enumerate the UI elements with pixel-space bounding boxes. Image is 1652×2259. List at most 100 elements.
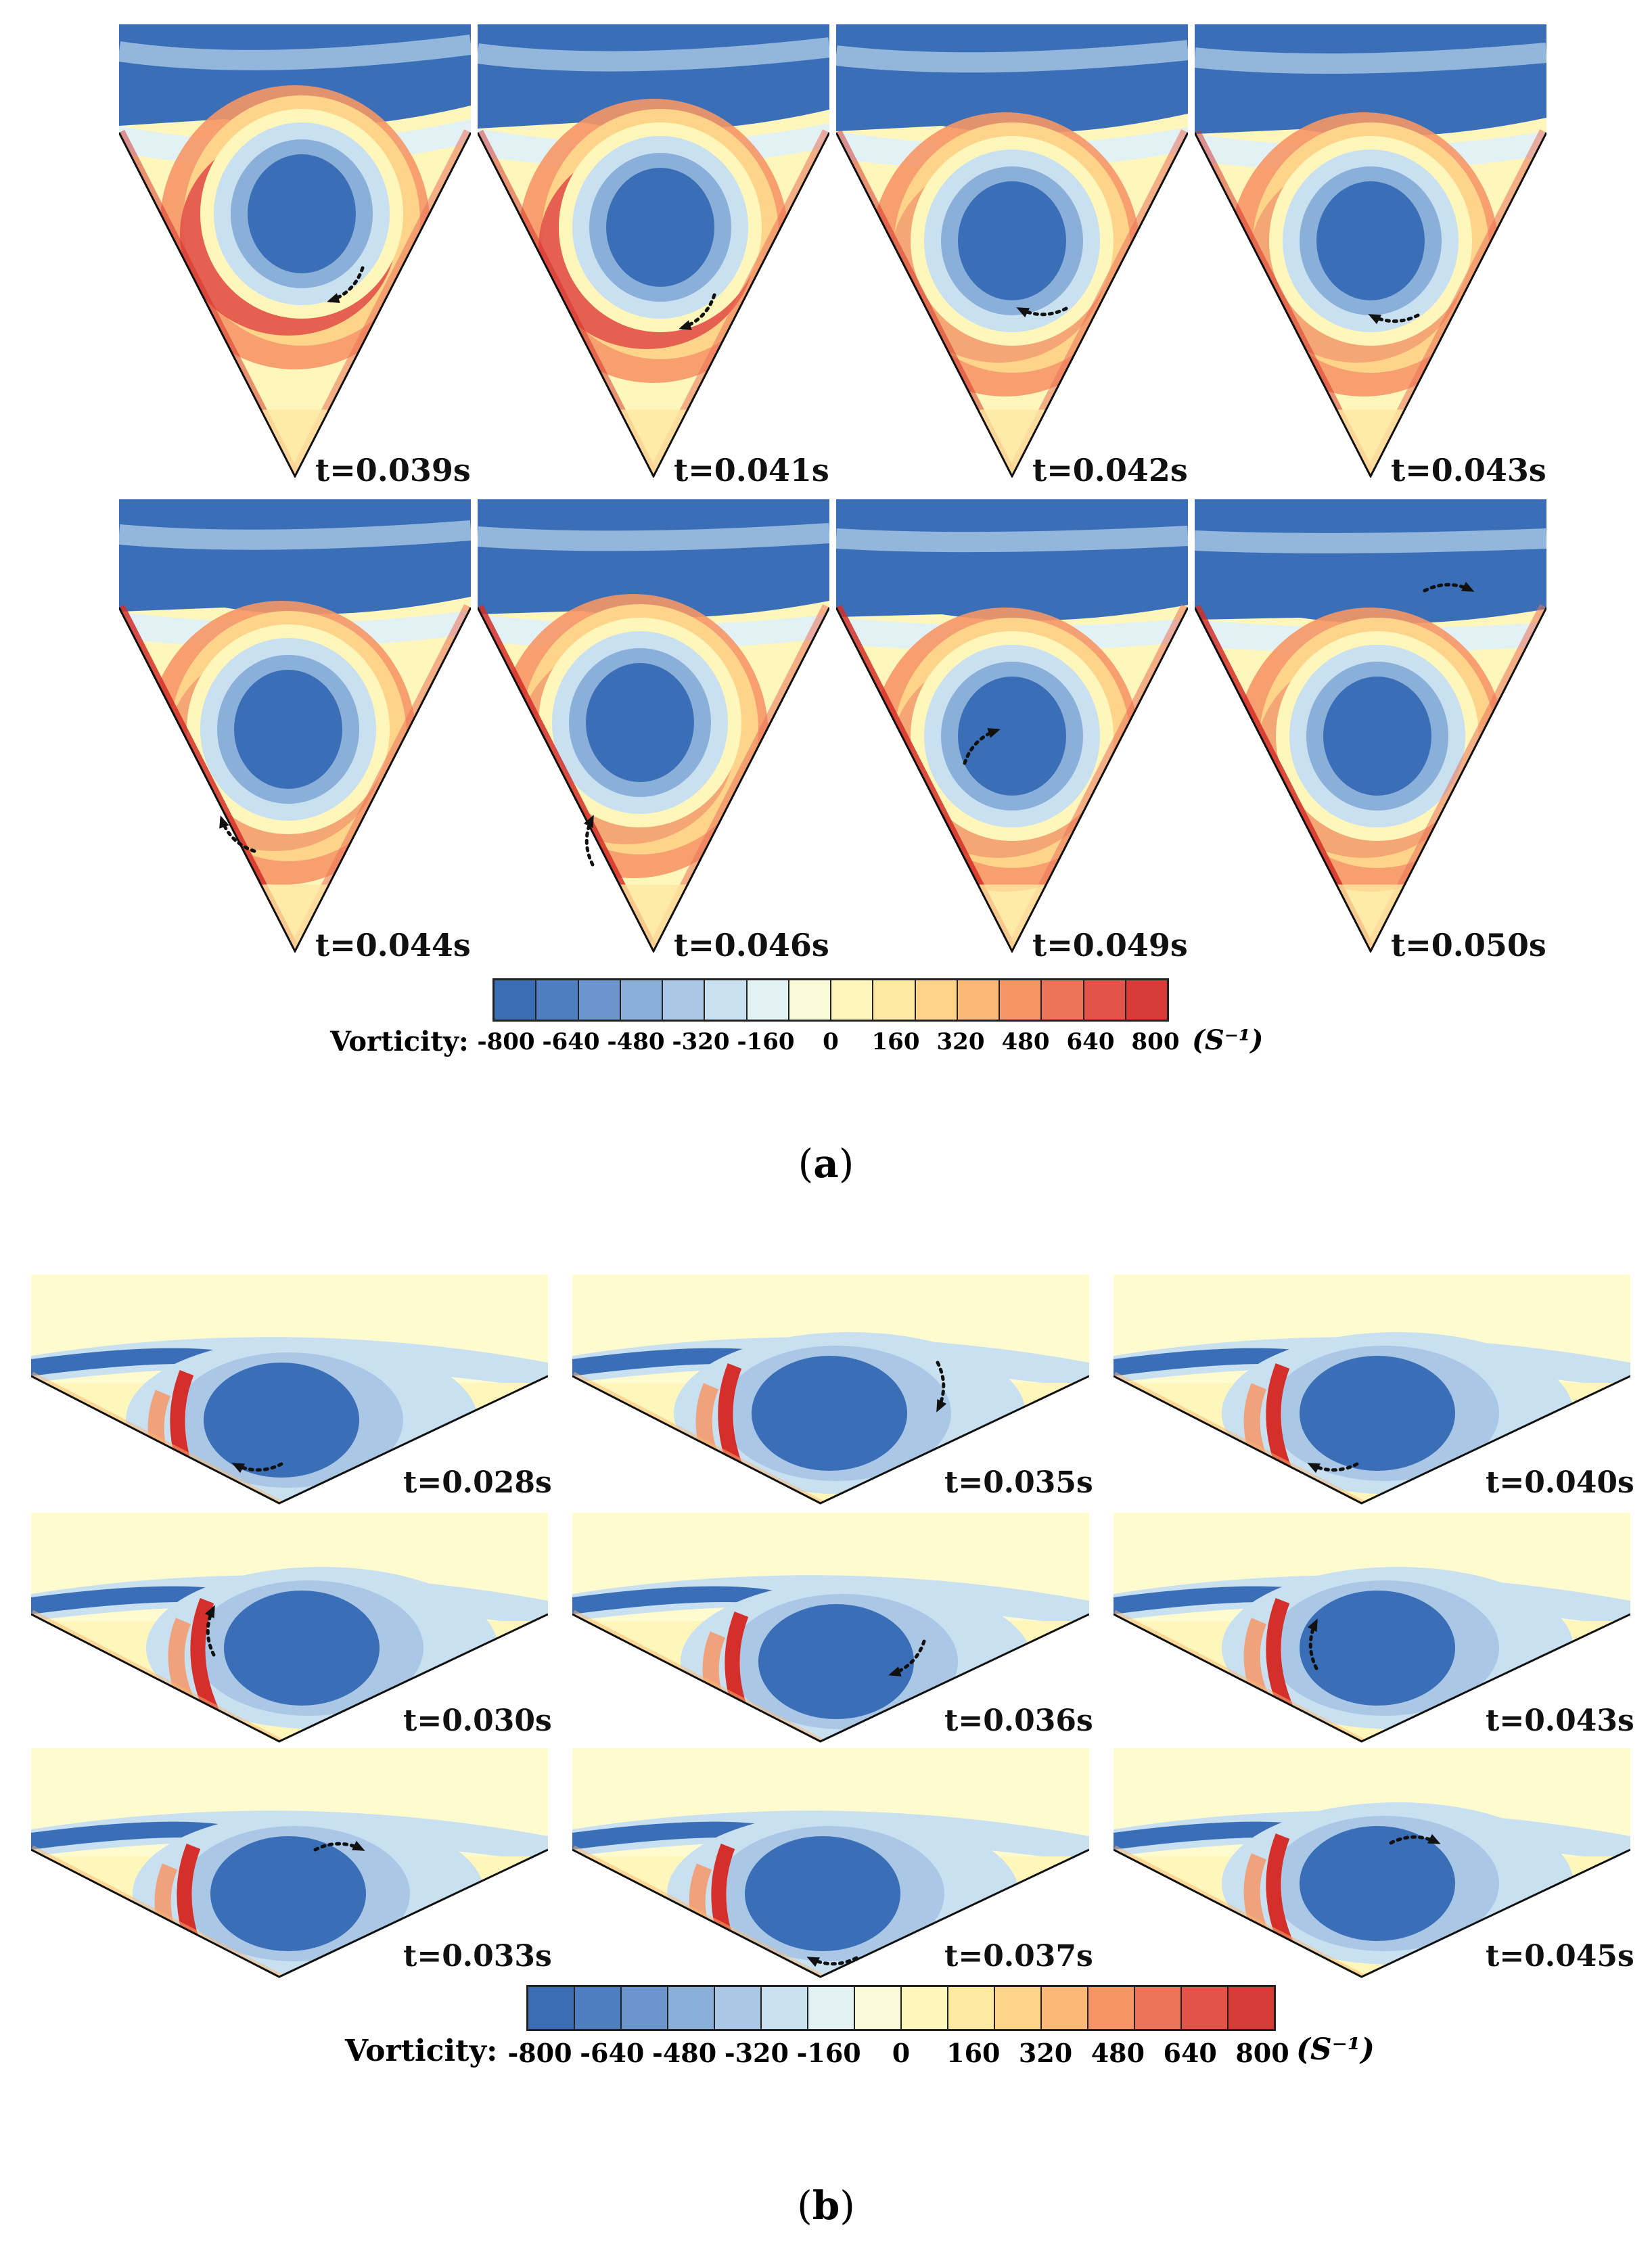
time-label: t=0.042s <box>1032 452 1188 488</box>
vorticity-panel-a2 <box>478 24 829 478</box>
vorticity-panel-a6 <box>478 499 829 953</box>
vorticity-panel-a8 <box>1195 499 1546 953</box>
colorbar-segment <box>663 980 706 1020</box>
flow-arrow-head <box>1016 307 1030 318</box>
flow-arrow-head <box>1307 1463 1321 1474</box>
flow-arrow-head <box>219 815 229 829</box>
time-label: t=0.049s <box>1032 927 1188 963</box>
colorbar-tick-label: -800 <box>507 2038 572 2068</box>
colorbar-segment <box>1084 980 1126 1020</box>
time-label: t=0.040s <box>1486 1465 1634 1500</box>
colorbar-tick-label: 320 <box>936 1028 985 1055</box>
cavity-wall <box>572 1613 1089 1743</box>
cavity-wall <box>1195 132 1546 478</box>
vortex-core <box>958 677 1066 796</box>
vortex-core <box>586 663 694 782</box>
colorbar-tick-label: 640 <box>1066 1028 1115 1055</box>
time-label: t=0.039s <box>315 452 471 488</box>
colorbar-tick-label: 0 <box>823 1028 839 1055</box>
colorbar-segment <box>1229 1987 1274 2029</box>
vorticity-panel-a7 <box>836 499 1188 953</box>
vortex-core <box>248 154 356 273</box>
colorbar-segment <box>902 1987 948 2029</box>
flow-arrow-head <box>679 320 692 330</box>
colorbar-segment <box>495 980 537 1020</box>
colorbar-tick-label: -160 <box>796 2038 861 2068</box>
colorbar-segment <box>1135 1987 1182 2029</box>
colorbar-tick-label: 160 <box>946 2038 1001 2068</box>
colorbar-tick-label: 800 <box>1131 1028 1180 1055</box>
colorbar-segment <box>957 980 1000 1020</box>
colorbar-segment <box>622 1987 668 2029</box>
colorbar-tick-label: 480 <box>1001 1028 1050 1055</box>
vorticity-panel-b6 <box>1114 1513 1630 1743</box>
flow-arrow-head <box>327 293 340 303</box>
colorbar-segment <box>808 1987 855 2029</box>
colorbar-title: Vorticity: <box>345 2034 498 2068</box>
time-label: t=0.037s <box>944 1939 1093 1973</box>
colorbar-segment <box>915 980 958 1020</box>
vorticity-panel-b1 <box>31 1275 548 1505</box>
time-label: t=0.030s <box>403 1704 552 1738</box>
vortex-core <box>204 1363 359 1478</box>
colorbar-scale <box>526 1985 1276 2031</box>
cavity-wall <box>836 132 1188 478</box>
vortex-core <box>758 1604 914 1719</box>
caption-a: (a) <box>798 1141 854 1187</box>
flow-arrow-head <box>936 1399 947 1413</box>
colorbar-segment <box>705 980 748 1020</box>
cavity-wall <box>836 607 1188 953</box>
colorbar-unit: (S⁻¹) <box>1296 2032 1375 2067</box>
flow-arrow-head <box>1368 314 1381 325</box>
colorbar-segment <box>948 1987 995 2029</box>
cavity-wall <box>31 1613 548 1743</box>
time-label: t=0.035s <box>944 1465 1093 1500</box>
vortex-core <box>224 1591 380 1706</box>
flow-arrow-head <box>1307 1618 1318 1632</box>
cavity-wall <box>1114 1848 1630 1978</box>
colorbar-segment <box>620 980 663 1020</box>
time-label: t=0.028s <box>403 1465 552 1500</box>
cavity-wall <box>1114 1375 1630 1505</box>
vorticity-panel-b8 <box>572 1748 1089 1978</box>
colorbar-segment <box>762 1987 808 2029</box>
vorticity-panel-a1 <box>119 24 471 478</box>
colorbar-segment <box>789 980 831 1020</box>
vortex-core <box>234 670 342 789</box>
vorticity-panel-a4 <box>1195 24 1546 478</box>
flow-arrow-head <box>987 728 1001 738</box>
vorticity-panel-b4 <box>31 1513 548 1743</box>
colorbar-tick-label: -320 <box>724 2038 789 2068</box>
colorbar-tick-label: 640 <box>1163 2038 1217 2068</box>
colorbar-segment <box>1042 980 1084 1020</box>
channel-flow <box>119 499 471 614</box>
vortex-core <box>752 1356 907 1471</box>
cavity-wall <box>572 1375 1089 1505</box>
caption-b: (b) <box>797 2183 855 2229</box>
flow-arrow-head <box>806 1957 820 1967</box>
time-label: t=0.045s <box>1486 1939 1634 1973</box>
vortex-core <box>1323 677 1431 796</box>
vortex-core <box>210 1836 366 1951</box>
colorbar-segment <box>715 1987 762 2029</box>
time-label: t=0.046s <box>674 927 829 963</box>
colorbar-tick-label: 480 <box>1091 2038 1145 2068</box>
cavity-wall <box>1195 607 1546 953</box>
colorbar-title: Vorticity: <box>330 1026 469 1057</box>
colorbar-segment <box>995 1987 1042 2029</box>
vorticity-panel-b2 <box>572 1275 1089 1505</box>
flow-arrow-head <box>1427 1833 1441 1844</box>
vortex-core <box>1300 1826 1455 1941</box>
colorbar-unit: (S⁻¹) <box>1192 1024 1264 1056</box>
colorbar-segment <box>1000 980 1042 1020</box>
colorbar-segment <box>528 1987 575 2029</box>
vorticity-panel-a3 <box>836 24 1188 478</box>
time-label: t=0.041s <box>674 452 829 488</box>
cavity-wall <box>1114 1613 1630 1743</box>
cavity-wall <box>478 607 829 953</box>
flow-arrow-head <box>352 1840 365 1851</box>
cavity-wall <box>119 132 471 478</box>
colorbar-tick-label: 800 <box>1235 2038 1289 2068</box>
colorbar-segment <box>536 980 579 1020</box>
colorbar-segment <box>1126 980 1167 1020</box>
